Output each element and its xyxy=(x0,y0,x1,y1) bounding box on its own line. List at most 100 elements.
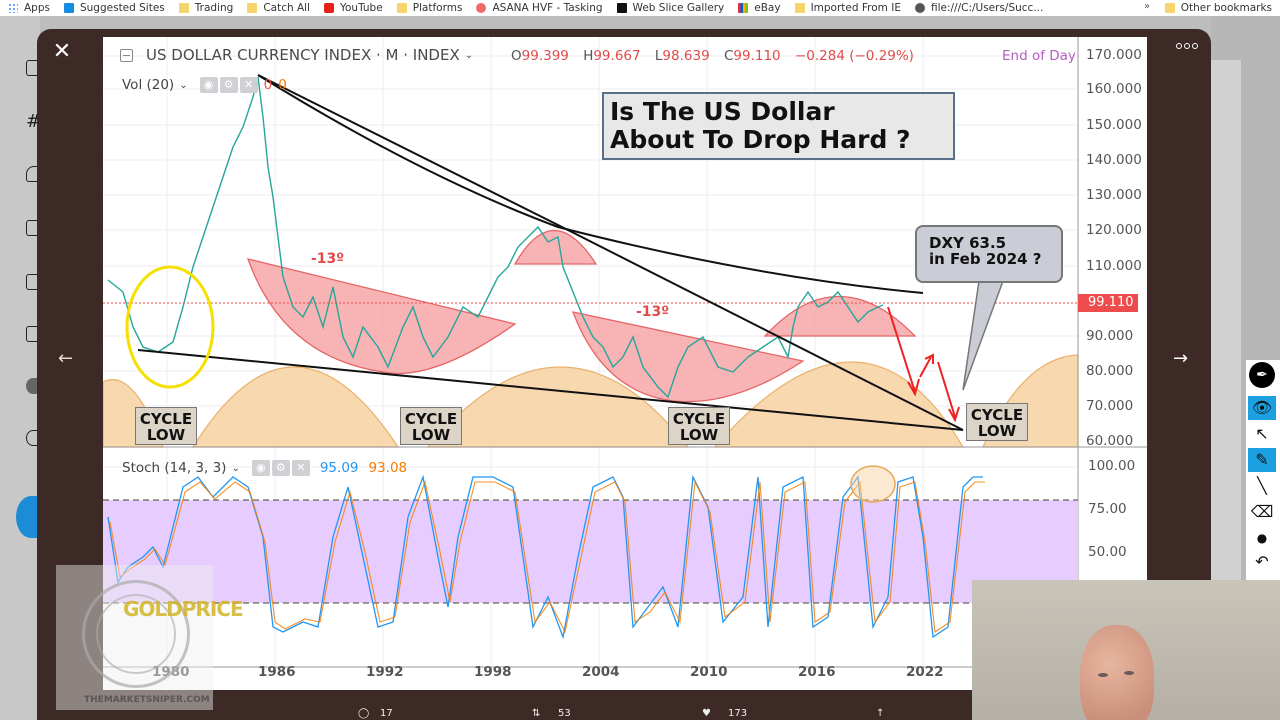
time-tick: 2016 xyxy=(798,664,836,680)
home-icon[interactable] xyxy=(26,60,40,76)
messages-icon[interactable] xyxy=(26,220,40,236)
price-tick: 60.000 xyxy=(1086,433,1134,449)
bookmark-asana[interactable]: ASANA HVF - Tasking xyxy=(476,2,603,14)
volume-legend: Vol (20) ⌄ ◉ ⚙ ✕ 0 0 xyxy=(122,77,287,93)
bookmark-ebay[interactable]: eBay xyxy=(738,2,781,14)
highlighter-icon[interactable]: ✎ xyxy=(1248,448,1276,472)
eye-icon[interactable]: ◉ xyxy=(199,77,218,93)
price-tick: 130.000 xyxy=(1086,187,1142,203)
chevron-down-icon[interactable]: ⌄ xyxy=(464,49,474,61)
symbol-title[interactable]: US DOLLAR CURRENCY INDEX · M · INDEX ⌄ xyxy=(120,46,473,64)
time-tick: 2022 xyxy=(906,664,944,680)
cycle-low-label: CYCLE LOW xyxy=(966,403,1028,441)
cycle-low-label: CYCLE LOW xyxy=(135,407,197,445)
presenter-face xyxy=(1080,625,1154,720)
time-tick: 2010 xyxy=(690,664,728,680)
gear-icon[interactable]: ⚙ xyxy=(271,460,290,476)
next-arrow-icon[interactable]: → xyxy=(1173,348,1189,369)
notifications-bell-icon[interactable] xyxy=(26,166,40,182)
cycle-low-label: CYCLE LOW xyxy=(668,407,730,445)
price-tick: 70.000 xyxy=(1086,398,1134,414)
watermark-brand: GOLDPRICE xyxy=(123,597,244,621)
folder-icon xyxy=(396,3,407,13)
share-icon[interactable]: ↑ xyxy=(876,708,885,719)
stoch-tick: 50.00 xyxy=(1088,544,1127,560)
bookmark-youtube[interactable]: YouTube xyxy=(323,2,383,14)
webcam-overlay xyxy=(972,580,1280,720)
bookmark-imported-from-ie[interactable]: Imported From IE xyxy=(794,2,901,14)
web-slice-icon xyxy=(616,3,627,13)
bookmarks-overflow-button[interactable]: » xyxy=(1144,1,1151,12)
folder-icon xyxy=(1164,3,1175,13)
bookmark-platforms[interactable]: Platforms xyxy=(396,2,462,14)
like-heart-icon[interactable]: ♥ xyxy=(702,708,711,719)
watermark-site: THEMARKETSNIPER.COM xyxy=(84,695,210,705)
more-options-icon[interactable] xyxy=(1176,43,1198,49)
price-tick: 170.000 xyxy=(1086,47,1142,63)
prev-arrow-icon[interactable]: ← xyxy=(58,348,74,369)
profile-avatar[interactable] xyxy=(26,378,40,394)
price-tick: 150.000 xyxy=(1086,117,1142,133)
pointer-arrow-icon[interactable]: ↖ xyxy=(1255,424,1269,443)
stoch-tick: 75.00 xyxy=(1088,501,1127,517)
bookmarks-bar: Apps Suggested Sites Trading Catch All Y… xyxy=(0,0,1280,16)
time-tick: 1998 xyxy=(474,664,512,680)
eraser-icon[interactable]: ⌫ xyxy=(1250,502,1274,521)
time-tick: 1992 xyxy=(366,664,404,680)
cycle-low-label: CYCLE LOW xyxy=(400,407,462,445)
retweet-icon[interactable]: ⇅ xyxy=(532,708,541,719)
folder-icon xyxy=(178,3,189,13)
bookmark-catch-all[interactable]: Catch All xyxy=(247,2,310,14)
close-icon[interactable]: ✕ xyxy=(291,460,310,476)
bookmarks-icon[interactable] xyxy=(26,274,40,290)
price-tick: 160.000 xyxy=(1086,81,1142,97)
ohlc-values: O99.399 H99.667 L98.639 C99.110 −0.284 (… xyxy=(511,48,914,64)
chevron-down-icon[interactable]: ⌄ xyxy=(179,79,188,91)
bookmark-trading[interactable]: Trading xyxy=(178,2,233,14)
folder-icon xyxy=(794,3,805,13)
bookmark-file[interactable]: file:///C:/Users/Succ... xyxy=(914,2,1043,14)
price-tick: 80.000 xyxy=(1086,363,1134,379)
gear-icon[interactable]: ⚙ xyxy=(219,77,238,93)
more-circle-icon[interactable] xyxy=(26,430,40,446)
tweet-actions: ◯ 17 ⇅ 53 ♥ 173 ↑ xyxy=(358,708,885,719)
close-icon[interactable]: ✕ xyxy=(239,77,258,93)
stoch-tick: 100.00 xyxy=(1088,458,1136,474)
pen-tool-icon[interactable]: ✒ xyxy=(1249,362,1275,388)
stoch-legend: Stoch (14, 3, 3) ⌄ ◉ ⚙ ✕ 95.09 93.08 xyxy=(122,460,408,476)
annotation-toolbar: 👁 ↖ ✎ ╲ ⌫ ● ↶ xyxy=(1246,360,1280,580)
youtube-icon xyxy=(323,3,334,13)
bookmark-suggested-sites[interactable]: Suggested Sites xyxy=(63,2,165,14)
other-bookmarks[interactable]: Other bookmarks xyxy=(1164,0,1272,16)
close-icon[interactable]: ✕ xyxy=(52,39,72,64)
line-pen-icon[interactable]: ╲ xyxy=(1257,476,1267,495)
bookmark-web-slice-gallery[interactable]: Web Slice Gallery xyxy=(616,2,724,14)
asana-icon xyxy=(476,3,487,13)
session-label: End of Day xyxy=(1002,48,1076,64)
chart-canvas xyxy=(103,37,1147,672)
angle-label: -13º xyxy=(636,304,670,320)
watermark-seal xyxy=(82,580,190,688)
globe-icon xyxy=(914,3,925,13)
price-tick: 140.000 xyxy=(1086,152,1142,168)
dot-size-icon[interactable]: ● xyxy=(1256,531,1268,545)
folder-icon xyxy=(247,3,258,13)
price-tick: 110.000 xyxy=(1086,258,1142,274)
undo-icon[interactable]: ↶ xyxy=(1255,552,1269,571)
reply-icon[interactable]: ◯ xyxy=(358,708,370,719)
bing-icon xyxy=(63,3,74,13)
angle-label: -13º xyxy=(311,251,345,267)
eye-icon[interactable]: 👁 xyxy=(1248,396,1276,420)
chevron-down-icon[interactable]: ⌄ xyxy=(231,462,240,474)
time-tick: 1986 xyxy=(258,664,296,680)
current-price-tag: 99.110 xyxy=(1078,294,1138,312)
collapse-icon[interactable] xyxy=(120,48,133,62)
bookmark-apps[interactable]: Apps xyxy=(8,2,50,14)
apps-grid-icon xyxy=(8,3,18,13)
price-tick: 120.000 xyxy=(1086,222,1142,238)
ebay-icon xyxy=(738,3,749,13)
background-chart-thumbnail xyxy=(1211,60,1241,580)
lists-icon[interactable] xyxy=(26,326,40,342)
price-tick: 90.000 xyxy=(1086,328,1134,344)
eye-icon[interactable]: ◉ xyxy=(251,460,270,476)
